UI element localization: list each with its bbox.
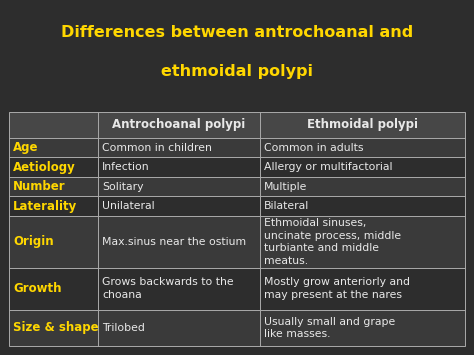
Text: Age: Age — [13, 141, 39, 154]
Bar — [9, 216, 465, 268]
Bar — [9, 177, 465, 196]
Text: Ethmoidal polypi: Ethmoidal polypi — [307, 118, 418, 131]
Text: Growth: Growth — [13, 282, 62, 295]
Text: Origin: Origin — [13, 235, 54, 248]
Bar — [9, 268, 465, 310]
Bar — [9, 112, 465, 138]
Text: Ethmoidal sinuses,
uncinate process, middle
turbiante and middle
meatus.: Ethmoidal sinuses, uncinate process, mid… — [264, 218, 401, 266]
Text: Multiple: Multiple — [264, 182, 307, 192]
Text: Trilobed: Trilobed — [102, 323, 145, 333]
Text: Size & shape: Size & shape — [13, 321, 99, 334]
Text: Bilateral: Bilateral — [264, 201, 309, 211]
Text: Aetiology: Aetiology — [13, 161, 76, 174]
Bar — [9, 196, 465, 216]
Bar — [9, 112, 465, 346]
Bar — [9, 138, 465, 157]
Text: Number: Number — [13, 180, 66, 193]
Text: Max.sinus near the ostium: Max.sinus near the ostium — [102, 237, 246, 247]
Text: Common in children: Common in children — [102, 143, 212, 153]
Text: Laterality: Laterality — [13, 200, 78, 213]
Bar — [9, 157, 465, 177]
Text: Allergy or multifactorial: Allergy or multifactorial — [264, 162, 392, 172]
Text: Usually small and grape
like masses.: Usually small and grape like masses. — [264, 317, 395, 339]
Text: Infection: Infection — [102, 162, 150, 172]
Text: Solitary: Solitary — [102, 182, 144, 192]
Text: ethmoidal polypi: ethmoidal polypi — [161, 64, 313, 79]
Text: Unilateral: Unilateral — [102, 201, 155, 211]
Text: Common in adults: Common in adults — [264, 143, 363, 153]
Bar — [9, 310, 465, 346]
Text: Differences between antrochoanal and: Differences between antrochoanal and — [61, 25, 413, 40]
Text: Grows backwards to the
choana: Grows backwards to the choana — [102, 278, 234, 300]
Text: Antrochoanal polypi: Antrochoanal polypi — [112, 118, 246, 131]
Text: Mostly grow anteriorly and
may present at the nares: Mostly grow anteriorly and may present a… — [264, 278, 410, 300]
